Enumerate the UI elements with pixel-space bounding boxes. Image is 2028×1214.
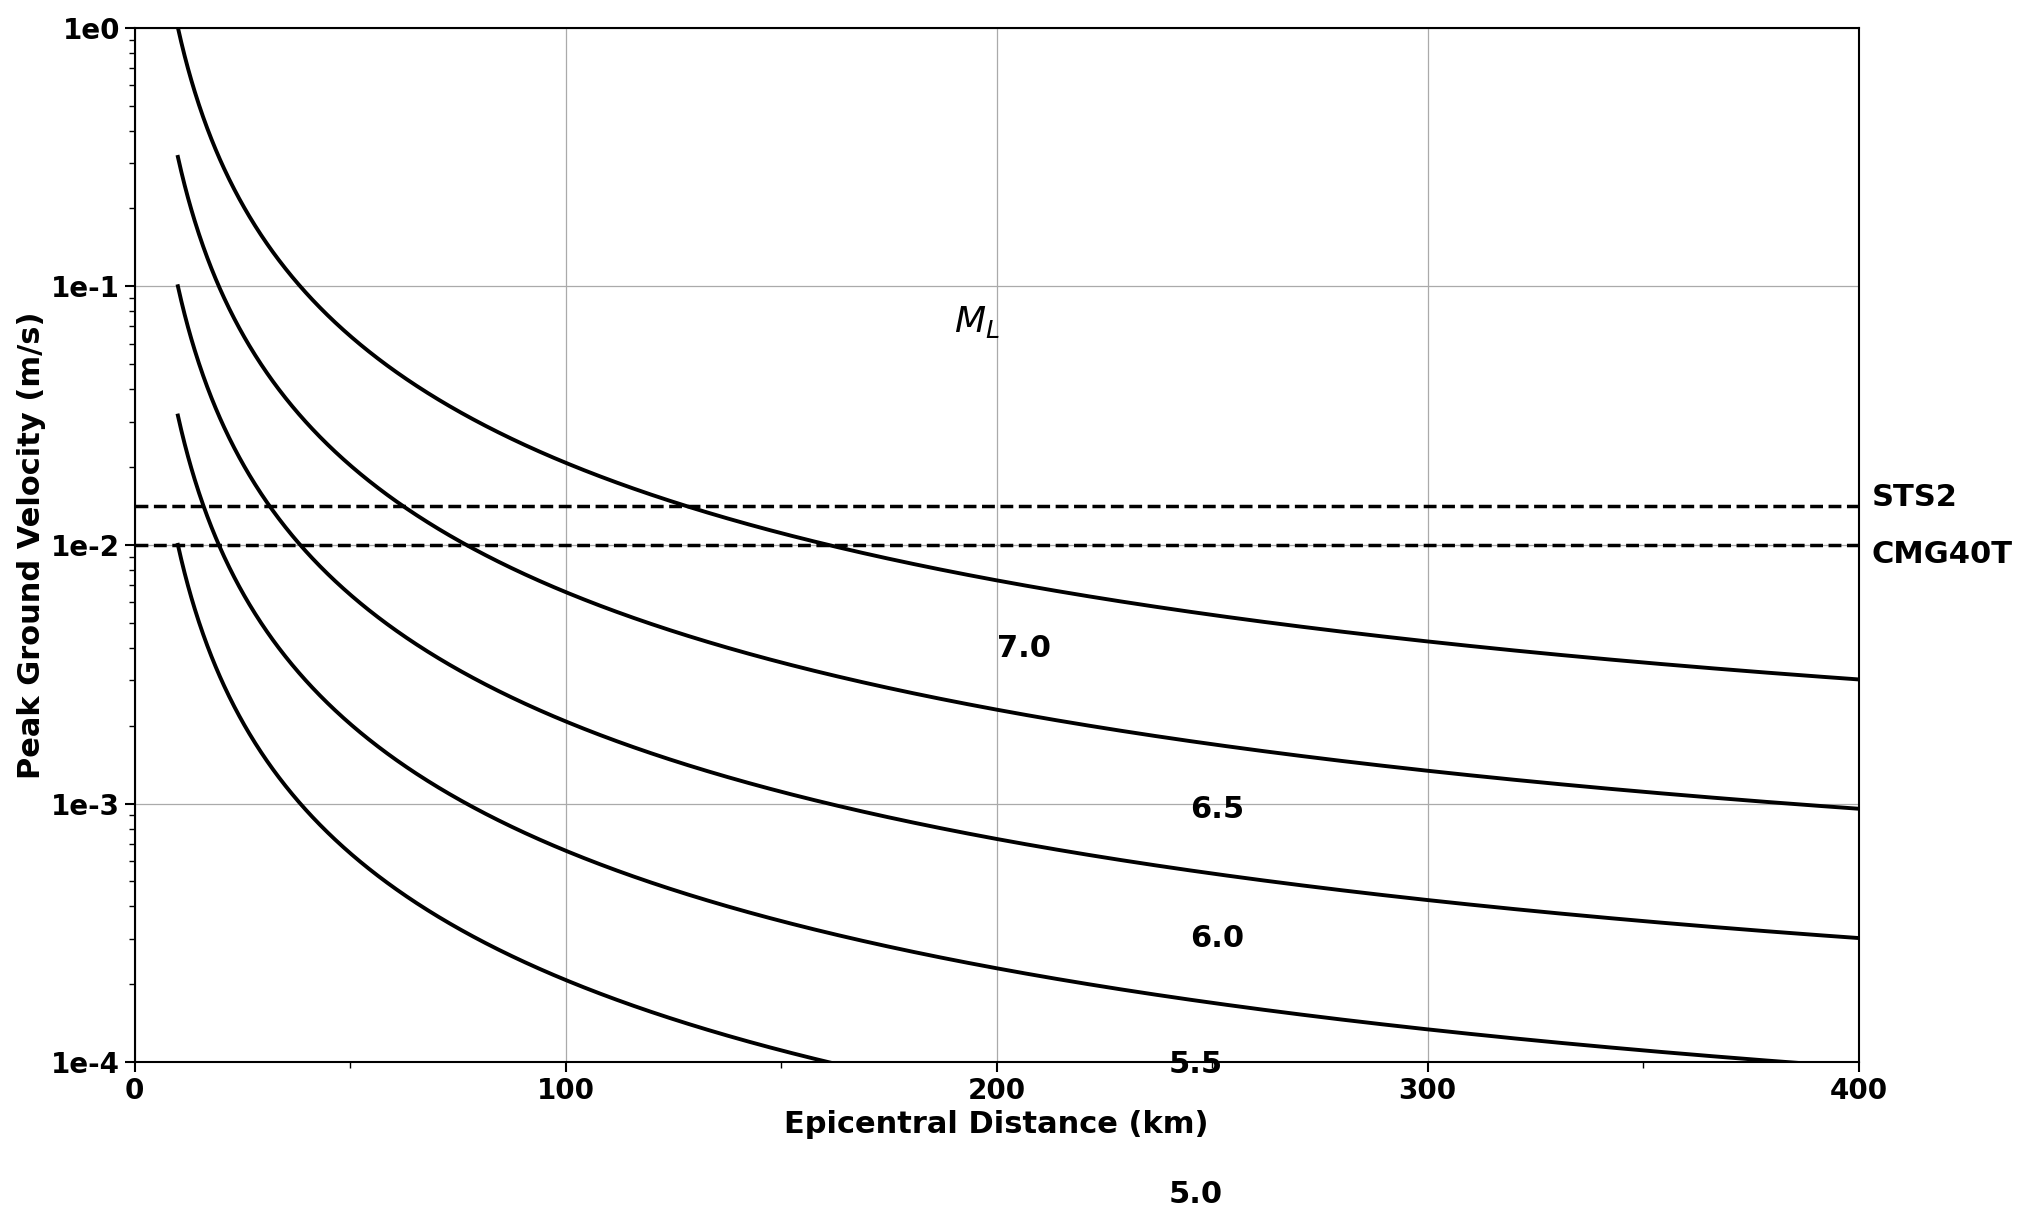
Text: 6.5: 6.5 [1190, 795, 1245, 824]
Text: 6.0: 6.0 [1190, 924, 1245, 953]
Text: 5.5: 5.5 [1168, 1050, 1223, 1079]
Text: STS2: STS2 [1872, 483, 1957, 512]
Text: $M_L$: $M_L$ [953, 304, 1000, 340]
Text: CMG40T: CMG40T [1872, 540, 2012, 569]
Text: 5.0: 5.0 [1168, 1180, 1223, 1209]
Text: 7.0: 7.0 [996, 634, 1051, 663]
Y-axis label: Peak Ground Velocity (m/s): Peak Ground Velocity (m/s) [16, 311, 47, 778]
X-axis label: Epicentral Distance (km): Epicentral Distance (km) [785, 1111, 1209, 1139]
